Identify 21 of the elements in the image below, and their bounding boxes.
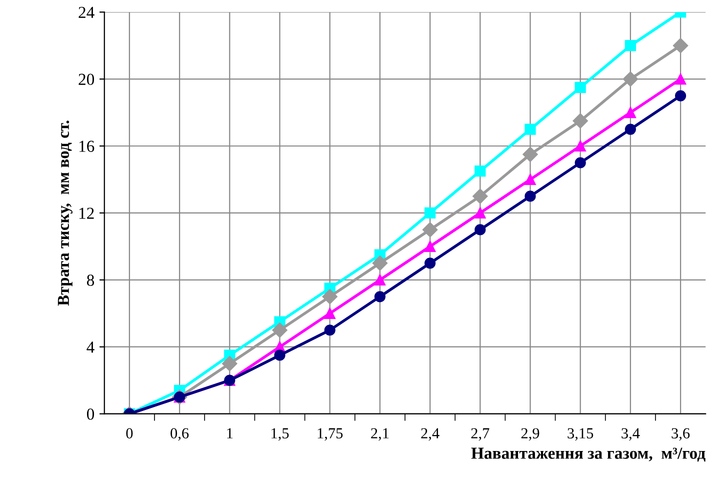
x-tick-label: 0 — [126, 428, 133, 438]
x-tick-label: 2,7 — [471, 428, 490, 441]
x-axis-title: Навантаження за газом, м³/год — [471, 448, 706, 462]
y-tick-label: 20 — [78, 74, 94, 85]
y-tick-label: 12 — [79, 208, 94, 219]
x-tick-label: 2,4 — [421, 428, 440, 441]
x-tick-label: 3,15 — [568, 428, 594, 441]
x-tick-label: 2,9 — [521, 428, 540, 441]
y-tick-label: 16 — [79, 140, 94, 152]
y-tick-label: 4 — [86, 342, 94, 353]
y-tick-label: 24 — [78, 6, 94, 18]
x-tick-label: 1,5 — [272, 428, 289, 441]
y-axis-title: Втрата тиску, мм вод ст. — [58, 120, 72, 306]
y-tick-label: 8 — [86, 274, 94, 286]
x-tick-label: 0,6 — [170, 428, 189, 441]
x-tick-label: 1 — [227, 428, 233, 438]
x-tick-label: 1,75 — [318, 428, 343, 441]
x-tick-label: 2,1 — [371, 428, 389, 441]
y-tick-label: 0 — [86, 408, 94, 420]
x-tick-label: 3,6 — [672, 428, 690, 441]
x-tick-label: 3,4 — [622, 428, 640, 441]
